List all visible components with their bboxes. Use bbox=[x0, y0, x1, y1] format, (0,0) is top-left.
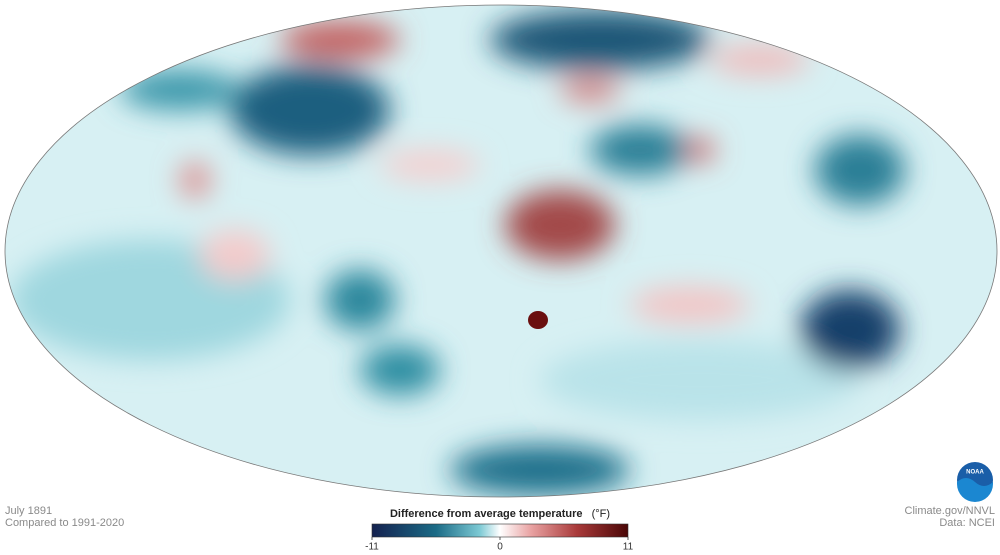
color-scale bbox=[371, 523, 629, 538]
anomaly-map bbox=[5, 5, 997, 497]
legend-tick-label: 11 bbox=[623, 542, 634, 553]
data-source: Data: NCEI bbox=[939, 517, 995, 529]
baseline: Compared to 1991-2020 bbox=[5, 517, 124, 529]
source: Climate.gov/NNVL bbox=[905, 505, 995, 517]
legend-unit: (°F) bbox=[592, 508, 610, 520]
logo-text: NOAA bbox=[966, 470, 984, 476]
legend-tick-label: 0 bbox=[497, 542, 503, 553]
globe-outline bbox=[4, 4, 998, 498]
legend-title: Difference from average temperature bbox=[390, 508, 583, 520]
noaa-logo: NOAA bbox=[957, 462, 993, 502]
legend-tick-label: -11 bbox=[365, 542, 379, 553]
legend-heading: Difference from average temperature (°F) bbox=[390, 508, 610, 520]
date: July 1891 bbox=[5, 505, 52, 517]
legend-ticks: -11 0 11 bbox=[365, 537, 634, 553]
